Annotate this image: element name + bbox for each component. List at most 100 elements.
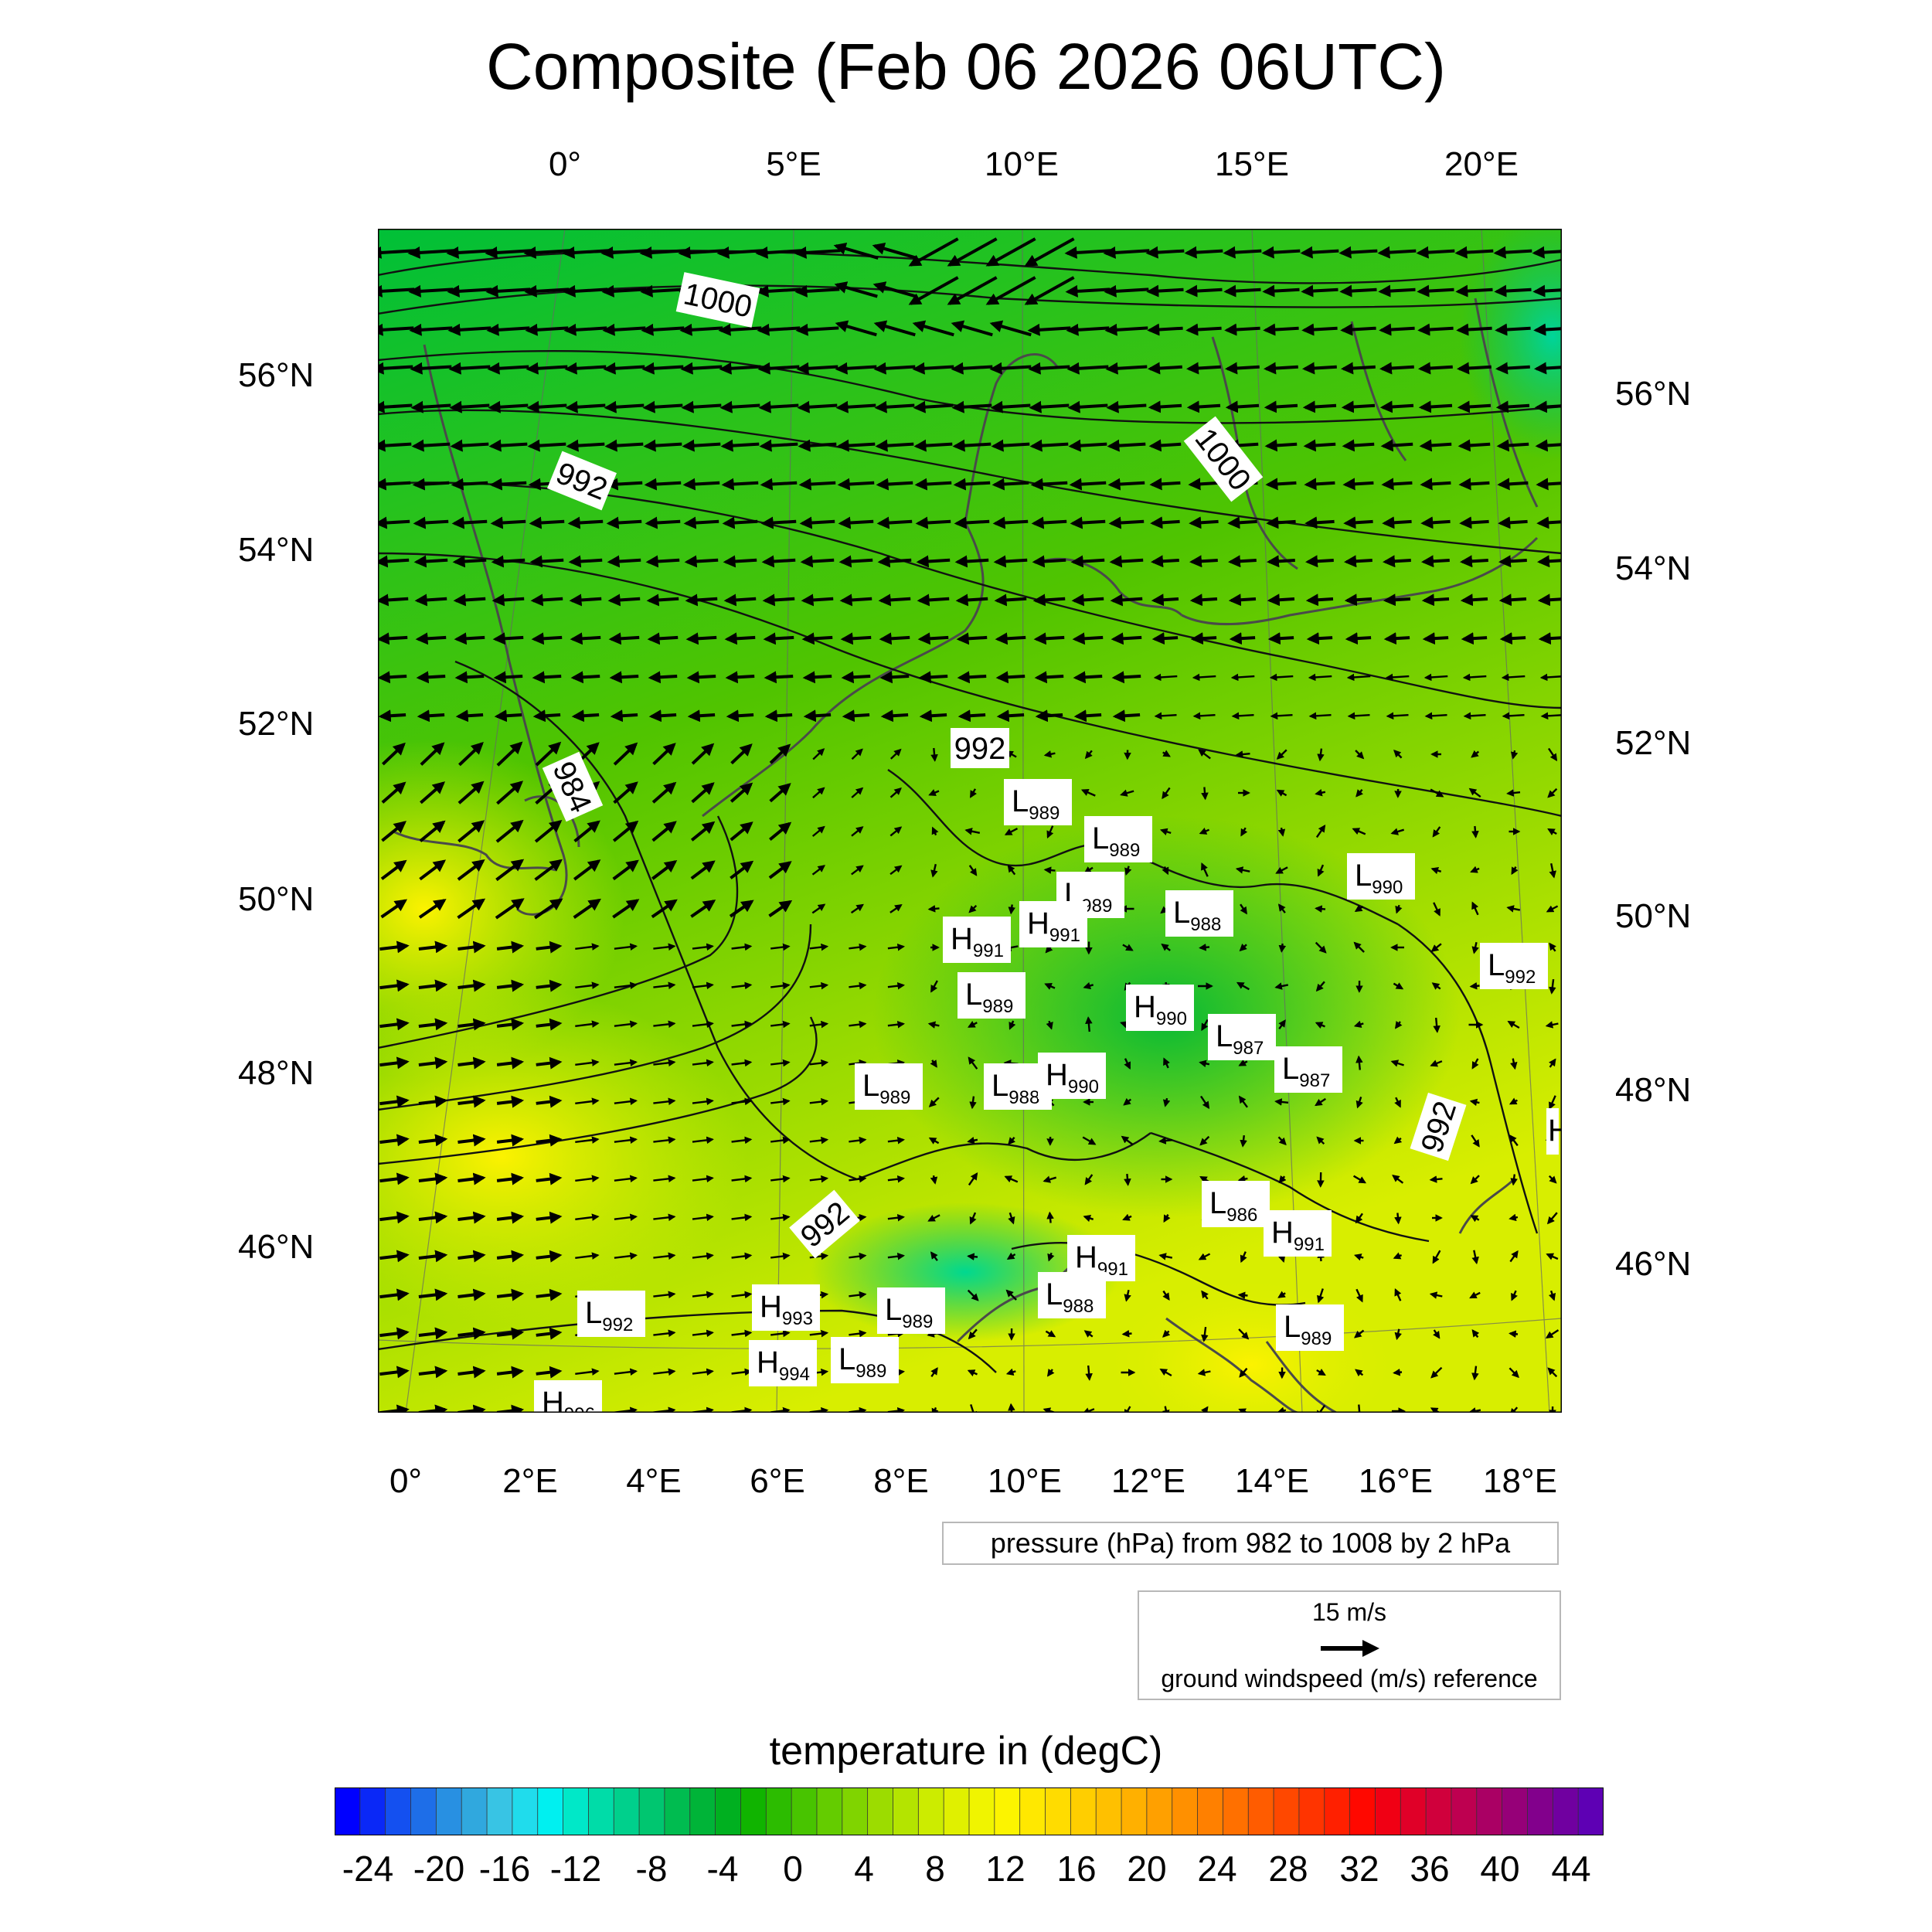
colorbar-cell: [1197, 1787, 1224, 1835]
wind-arrow: [1547, 787, 1558, 798]
wind-arrow: [1238, 1095, 1248, 1108]
wind-arrow: [1035, 709, 1063, 723]
wind-arrow: [573, 820, 600, 843]
colorbar-cell: [1349, 1787, 1376, 1835]
wind-arrow: [879, 671, 910, 684]
wind-arrow: [418, 899, 447, 919]
wind-arrow: [1065, 284, 1111, 298]
wind-arrow: [614, 943, 638, 951]
svg-text:H996: H996: [542, 1386, 595, 1413]
wind-arrow: [951, 320, 993, 337]
wind-arrow: [496, 1172, 525, 1185]
colorbar-cell: [1172, 1787, 1199, 1835]
wind-arrow: [794, 246, 841, 259]
colorbar-tick: -4: [706, 1849, 739, 1889]
wind-arrow: [378, 671, 407, 684]
wind-arrow: [729, 900, 754, 918]
wind-arrow: [651, 781, 677, 804]
wind-arrow: [575, 1213, 600, 1221]
wind-arrow: [1278, 943, 1287, 953]
wind-arrow: [1228, 594, 1257, 607]
wind-arrow: [967, 1253, 978, 1260]
wind-arrow: [493, 671, 523, 684]
wind-arrow: [1107, 439, 1146, 452]
wind-arrow: [1069, 478, 1107, 491]
wind-arrow: [529, 516, 565, 529]
wind-arrow: [851, 787, 864, 798]
wind-arrow: [1085, 1365, 1093, 1381]
wind-arrow: [995, 632, 1026, 645]
wind-arrow: [379, 1211, 410, 1224]
wind-arrow: [1151, 594, 1179, 607]
wind-arrow: [834, 281, 878, 298]
wind-arrow: [1277, 1291, 1286, 1298]
colorbar-tick: 36: [1410, 1849, 1450, 1889]
wind-arrow: [612, 899, 640, 919]
wind-arrow: [1066, 323, 1110, 336]
wind-arrow: [1533, 323, 1562, 336]
wind-arrow: [1235, 750, 1250, 758]
wind-arrow: [536, 1095, 563, 1108]
wind-arrow: [496, 1056, 525, 1070]
wind-arrow: [1237, 1175, 1248, 1183]
svg-text:L986: L986: [1209, 1186, 1257, 1226]
wind-arrow: [412, 478, 450, 491]
wind-arrow: [849, 1291, 867, 1299]
colorbar-cell: [1324, 1787, 1351, 1835]
wind-arrow: [1199, 1060, 1210, 1068]
wind-arrow: [532, 671, 562, 684]
wind-arrow: [379, 1366, 410, 1379]
wind-arrow: [887, 1020, 906, 1029]
wind-arrow: [1393, 750, 1403, 759]
wind-arrow: [1509, 1250, 1519, 1263]
svg-text:L990: L990: [1355, 859, 1403, 898]
wind-arrow: [1532, 246, 1562, 259]
wind-arrow: [809, 1252, 829, 1260]
wind-arrow: [487, 362, 529, 375]
wind-arrow: [1073, 671, 1103, 684]
wind-arrow: [1353, 1253, 1364, 1261]
wind-arrow: [653, 1368, 676, 1376]
wind-arrow: [455, 709, 484, 723]
wind-arrow: [496, 781, 524, 805]
wind-arrow: [1498, 594, 1527, 607]
wind-arrow: [1070, 516, 1106, 529]
wind-arrow: [718, 323, 762, 336]
wind-arrow: [989, 362, 1032, 375]
wind-arrow: [1460, 594, 1488, 607]
wind-arrow: [1223, 284, 1261, 298]
wind-arrow: [917, 594, 950, 607]
wind-arrow: [378, 362, 413, 375]
wind-arrow: [1394, 1097, 1401, 1108]
wind-arrow: [947, 276, 998, 305]
wind-arrow: [494, 709, 522, 723]
wind-arrow: [1385, 673, 1410, 682]
wind-arrow: [526, 400, 567, 413]
left-lat-label-56n: 56°N: [238, 356, 315, 394]
wind-arrow: [536, 979, 563, 992]
wind-arrow: [726, 709, 754, 723]
wind-arrow: [457, 1366, 486, 1379]
wind-arrow: [1158, 1253, 1173, 1260]
wind-arrow: [691, 782, 715, 804]
right-lat-label-48n: 48°N: [1615, 1071, 1692, 1109]
svg-text:L989: L989: [862, 1069, 910, 1108]
svg-text:L988: L988: [1173, 896, 1221, 935]
wind-arrow: [1347, 712, 1370, 720]
svg-text:H: H: [1548, 1114, 1562, 1148]
wind-arrow: [1394, 1328, 1402, 1341]
wind-arrow: [985, 237, 1036, 267]
wind-arrow: [1534, 400, 1562, 413]
wind-arrow: [378, 516, 410, 529]
wind-arrow: [1104, 284, 1149, 298]
wind-arrow: [457, 1250, 486, 1263]
wind-arrow: [1277, 827, 1286, 837]
left-lat-label-54n: 54°N: [238, 531, 315, 569]
wind-arrow: [1495, 323, 1531, 336]
wind-arrow: [1454, 246, 1494, 259]
wind-arrow: [532, 709, 561, 723]
wind-arrow: [496, 1288, 525, 1301]
colorbar-cell: [512, 1787, 539, 1835]
colorbar-cell: [1502, 1787, 1529, 1835]
wind-arrow: [692, 1175, 714, 1183]
